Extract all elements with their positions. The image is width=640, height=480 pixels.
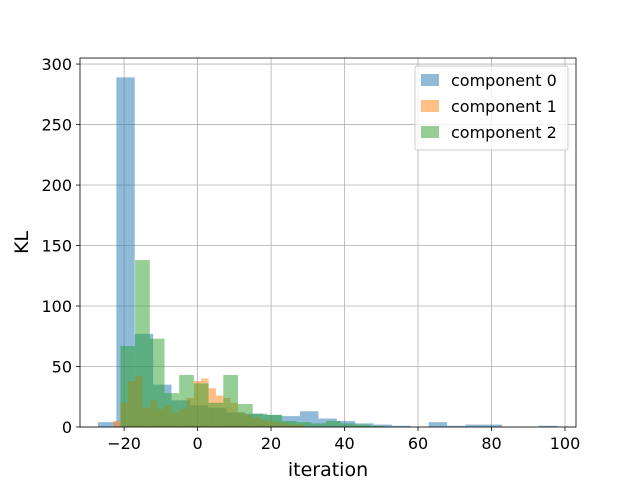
y-tick-label: 300	[41, 55, 72, 74]
histogram-bar	[164, 393, 180, 427]
histogram-bar	[311, 423, 327, 427]
histogram-bar	[193, 383, 209, 427]
histogram-bar	[237, 404, 253, 427]
histogram-bar	[252, 413, 268, 427]
x-tick-label: 20	[261, 434, 281, 453]
axis-ticks: −20 0 20 40 60 80 100 0 50 100 150 200 250 300	[41, 55, 580, 453]
legend-swatch-component-0	[421, 74, 439, 86]
histogram-bar	[296, 422, 312, 427]
histogram-bar	[428, 422, 448, 427]
histogram-bar	[208, 402, 224, 427]
histogram-bar	[326, 420, 341, 427]
histogram-bar	[355, 424, 371, 427]
histogram-bar	[447, 425, 466, 427]
y-tick-label: 100	[41, 297, 72, 316]
legend-label-component-0: component 0	[451, 71, 557, 90]
histogram-bar	[98, 422, 117, 427]
y-tick-label: 200	[41, 176, 72, 195]
x-tick-label: −20	[107, 434, 141, 453]
legend-swatch-component-2	[421, 126, 439, 138]
legend-swatch-component-1	[421, 100, 439, 112]
x-tick-label: 60	[408, 434, 428, 453]
histogram-bar	[465, 424, 484, 427]
histogram-bar	[370, 425, 385, 427]
legend: component 0 component 1 component 2	[414, 65, 569, 151]
x-tick-label: 80	[481, 434, 501, 453]
y-tick-label: 0	[62, 418, 72, 437]
y-axis-label: KL	[11, 231, 33, 254]
histogram-bar	[120, 345, 136, 427]
histogram-bar	[340, 423, 356, 427]
series-2-bars	[120, 260, 385, 427]
histogram-bar	[149, 338, 165, 427]
legend-frame	[414, 65, 569, 151]
histogram-bar	[223, 374, 238, 427]
histogram-bar	[267, 414, 283, 427]
y-tick-label: 50	[52, 358, 72, 377]
histogram-bar	[282, 420, 297, 427]
x-tick-label: 0	[192, 434, 202, 453]
histogram-bar	[116, 77, 135, 428]
legend-label-component-1: component 1	[451, 97, 557, 116]
x-axis-label: iteration	[288, 459, 368, 480]
histogram-bar	[391, 425, 411, 427]
y-tick-label: 250	[41, 116, 72, 135]
histogram-bar	[483, 424, 503, 427]
histogram-bars	[98, 77, 558, 428]
histogram-bar	[113, 420, 121, 427]
legend-label-component-2: component 2	[451, 123, 557, 142]
x-tick-label: 40	[334, 434, 354, 453]
histogram-bar	[135, 260, 150, 427]
y-tick-label: 150	[41, 237, 72, 256]
histogram-bar	[538, 425, 558, 427]
plot-frame	[79, 57, 577, 428]
histogram-bar	[179, 374, 194, 427]
x-tick-label: 100	[550, 434, 581, 453]
